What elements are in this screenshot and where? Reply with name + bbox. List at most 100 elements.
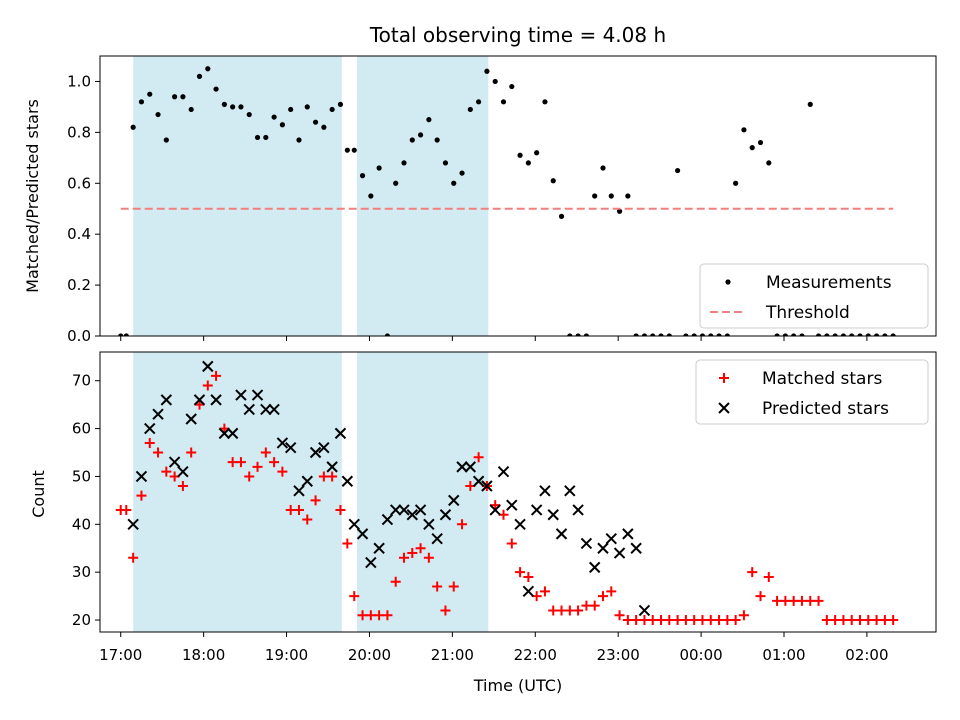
matched-star-point	[763, 571, 774, 582]
x-tick-label: 19:00	[265, 646, 308, 664]
matched-star-point	[473, 452, 484, 463]
predicted-star-point	[514, 518, 526, 531]
matched-star-point	[506, 538, 517, 549]
predicted-star-point	[326, 461, 338, 473]
measurement-point	[384, 333, 391, 336]
legend-marker	[718, 402, 730, 414]
matched-star-point	[382, 610, 393, 621]
measurement-point	[766, 160, 772, 166]
measurement-point	[230, 104, 236, 110]
measurement-point	[321, 124, 327, 130]
matched-star-point	[738, 610, 749, 621]
measurement-point	[500, 99, 507, 105]
predicted-star-point	[202, 360, 214, 373]
y-tick-label: 30	[72, 563, 91, 581]
matched-star-point	[589, 600, 600, 611]
measurement-point	[882, 333, 888, 336]
top-y-axis-label: Matched/Predicted stars	[23, 99, 42, 293]
predicted-star-point	[218, 427, 231, 440]
measurement-point	[666, 333, 672, 336]
x-tick-label: 01:00	[762, 646, 805, 664]
legend-box	[699, 263, 929, 329]
predicted-star-point	[572, 504, 584, 516]
predicted-star-point	[301, 475, 313, 487]
matched-star-point	[194, 399, 205, 410]
measurement-point	[799, 333, 805, 336]
predicted-star-point	[168, 456, 181, 468]
predicted-star-point	[588, 561, 601, 574]
matched-star-point	[573, 605, 584, 616]
measurement-point	[865, 333, 871, 336]
measurement-point	[459, 170, 465, 176]
predicted-star-point	[530, 504, 543, 516]
predicted-star-point	[243, 403, 255, 416]
matched-star-point	[310, 495, 321, 506]
measurement-point	[832, 333, 838, 336]
matched-star-point	[327, 471, 338, 482]
predicted-star-point	[580, 537, 593, 550]
measurement-point	[733, 180, 739, 186]
bottom-panel: Count Time (UTC) 20 30 40 50 60 70 17:00 18:00 1…	[29, 351, 937, 695]
measurement-point	[616, 208, 623, 214]
matched-star-point	[448, 581, 459, 592]
top-panel: Total observing time = 4.08 h Matched/Pr…	[23, 23, 937, 345]
predicted-star-point	[185, 413, 197, 425]
measurement-point	[782, 333, 788, 336]
measurement-point	[724, 333, 730, 336]
measurement-point	[741, 127, 747, 133]
matched-star-point	[390, 576, 401, 587]
measurement-point	[757, 139, 764, 146]
predicted-star-point	[152, 408, 164, 420]
measurement-point	[492, 78, 498, 85]
predicted-star-point	[605, 532, 617, 545]
predicted-star-point	[555, 528, 568, 540]
matched-star-point	[293, 504, 304, 515]
x-tick-label: 23:00	[597, 646, 640, 664]
measurement-point	[213, 86, 219, 92]
matched-star-point	[515, 567, 526, 578]
predicted-star-point	[160, 394, 173, 406]
predicted-star-point	[622, 528, 634, 540]
measurement-point	[221, 101, 227, 107]
measurement-point	[542, 99, 548, 105]
legend-box	[695, 359, 929, 425]
measurement-point	[271, 114, 277, 120]
matched-star-point	[269, 457, 280, 468]
measurement-point	[641, 333, 648, 336]
matched-star-point	[423, 552, 434, 563]
predicted-star-point	[276, 437, 289, 449]
measurement-point	[238, 104, 244, 110]
legend-marker	[725, 279, 731, 285]
measurement-point	[807, 101, 813, 107]
measurement-point	[163, 137, 169, 143]
bottom-y-axis-label: Count	[29, 470, 48, 518]
measurement-point	[517, 152, 523, 158]
measurement-point	[123, 333, 129, 336]
measurement-point	[130, 124, 136, 130]
measurement-point	[329, 106, 335, 113]
predicted-star-point	[638, 604, 651, 617]
y-tick-label: 1.0	[67, 72, 91, 90]
measurement-point	[658, 333, 664, 336]
bottom-plot-area: 20 30 40 50 60 70 17:00 18:00 19:00 20:00 21:00 22:…	[72, 351, 937, 664]
predicted-star-point	[348, 518, 360, 531]
predicted-star-point	[497, 465, 510, 478]
predicted-star-point	[260, 403, 272, 416]
matched-star-point	[415, 543, 426, 554]
shaded-interval	[357, 352, 489, 632]
predicted-star-point	[431, 532, 443, 545]
matched-star-point	[161, 466, 172, 477]
matched-star-point	[539, 586, 550, 597]
predicted-star-point	[489, 504, 501, 516]
predicted-star-point	[448, 494, 460, 507]
measurement-point	[263, 134, 269, 141]
measurement-point	[691, 333, 697, 336]
y-tick-label: 60	[72, 420, 91, 438]
measurement-point	[376, 165, 382, 171]
predicted-star-point	[472, 475, 485, 487]
y-tick-label: 70	[72, 372, 91, 390]
measurement-point	[890, 333, 896, 336]
measurement-point	[840, 333, 847, 336]
measurement-point	[417, 132, 424, 138]
measurement-point	[359, 173, 366, 179]
